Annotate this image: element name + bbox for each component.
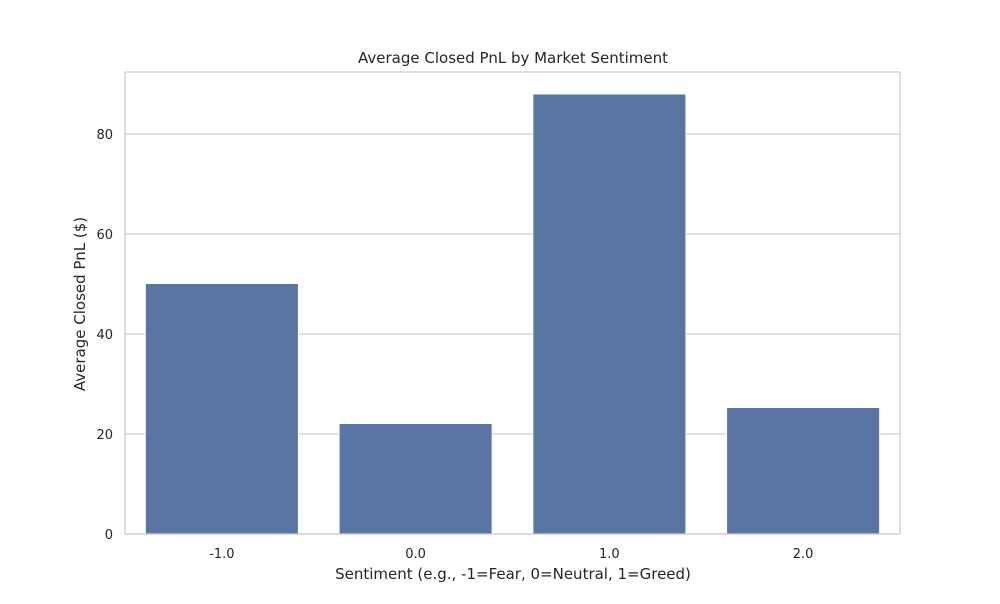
y-tick-label: 60 xyxy=(96,228,113,243)
bar xyxy=(532,93,687,535)
plot-frame xyxy=(124,71,901,535)
y-axis-label: Average Closed PnL ($) xyxy=(71,217,89,391)
x-tick-label: 2.0 xyxy=(793,547,814,562)
bar xyxy=(144,283,299,535)
x-tick-labels: -1.0 0.0 1.0 2.0 xyxy=(209,547,813,562)
chart-title: Average Closed PnL by Market Sentiment xyxy=(358,49,668,67)
x-axis-label: Sentiment (e.g., -1=Fear, 0=Neutral, 1=G… xyxy=(335,565,691,583)
x-tick-label: -1.0 xyxy=(209,547,234,562)
bar xyxy=(338,423,493,535)
y-tick-label: 20 xyxy=(96,428,113,443)
y-tick-label: 0 xyxy=(105,528,113,543)
y-tick-labels: 0 20 40 60 80 xyxy=(96,128,113,543)
bar xyxy=(726,407,881,535)
y-tick-label: 40 xyxy=(96,328,113,343)
y-tick-label: 80 xyxy=(96,128,113,143)
x-tick-label: 0.0 xyxy=(405,547,426,562)
x-tick-label: 1.0 xyxy=(599,547,620,562)
bars xyxy=(144,93,881,535)
